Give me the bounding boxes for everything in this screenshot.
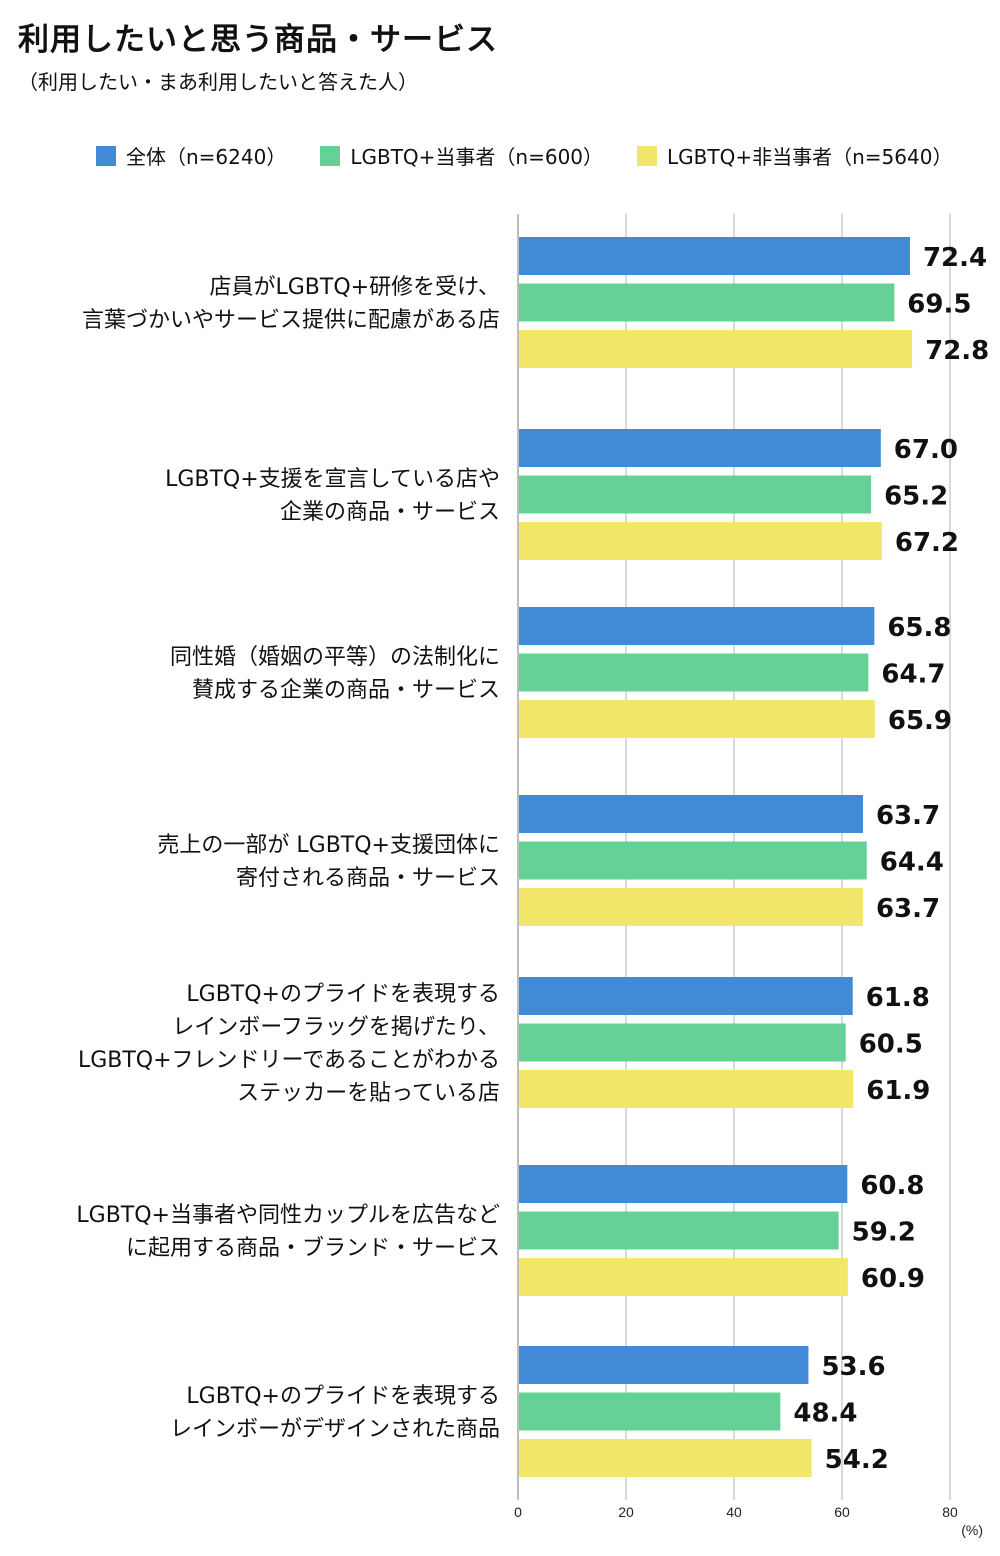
bar [519,330,913,368]
data-label: 61.8 [866,983,930,1013]
bar [519,237,910,275]
data-label: 69.5 [907,290,971,320]
bar [519,653,869,692]
data-label: 54.2 [825,1445,889,1475]
x-unit-label: (%) [961,1522,983,1538]
legend-label-all: 全体（n=6240） [126,145,287,169]
bar [519,1070,854,1108]
data-label: 61.9 [866,1076,930,1106]
data-label: 48.4 [793,1399,857,1429]
category-label: に起用する商品・ブランド・サービス [126,1236,500,1261]
data-label: 67.2 [895,528,959,558]
data-label: 72.4 [923,243,987,273]
legend-item-non-lgbtq: LGBTQ+非当事者（n=5640） [637,141,952,170]
legend-item-lgbtq: LGBTQ+当事者（n=600） [320,141,603,170]
legend-swatch-all [96,145,116,166]
data-label: 60.9 [861,1264,925,1294]
category-label: 企業の商品・サービス [280,500,500,525]
legend-label-lgbtq: LGBTQ+当事者（n=600） [350,145,604,169]
data-label: 64.4 [880,848,944,878]
x-tick-label: 20 [618,1504,634,1520]
bar [519,1023,846,1062]
legend-swatch-lgbtq [320,145,341,166]
bar [519,1346,809,1384]
category-label: 賛成する企業の商品・サービス [192,678,500,703]
x-tick-label: 0 [514,1504,522,1520]
data-label: 67.0 [894,435,958,465]
data-label: 63.7 [876,801,940,831]
data-label: 60.8 [860,1171,924,1201]
data-label: 59.2 [852,1218,916,1248]
category-label: 寄付される商品・サービス [236,866,500,891]
data-label: 64.7 [881,660,945,690]
bar [519,475,872,514]
bar [519,1258,848,1296]
bar [519,283,895,322]
x-tick-label: 40 [726,1504,742,1520]
legend-item-all: 全体（n=6240） [96,141,286,170]
x-tick-label: 80 [942,1504,958,1520]
chart-subtitle: （利用したい・まあ利用したいと答えた人） [18,70,418,94]
category-label: 言葉づかいやサービス提供に配慮がある店 [82,308,500,333]
bar [519,522,882,560]
data-label: 53.6 [821,1352,885,1382]
category-label: LGBTQ+フレンドリーであることがわかる [78,1048,500,1073]
bar [519,1165,848,1203]
category-label: ステッカーを貼っている店 [237,1081,500,1106]
x-tick-label: 60 [834,1504,850,1520]
data-label: 65.8 [887,613,951,643]
category-label: LGBTQ+支援を宣言している店や [165,467,500,492]
data-label: 65.2 [884,482,948,512]
bar [519,607,875,645]
data-label: 60.5 [859,1030,923,1060]
category-label: レインボーフラッグを掲げたり、 [172,1015,500,1040]
bar [519,700,875,738]
bar [519,888,863,926]
legend-swatch-non-lgbtq [637,145,658,166]
bar [519,429,881,467]
legend-label-non-lgbtq: LGBTQ+非当事者（n=5640） [667,145,953,169]
category-label: LGBTQ+のプライドを表現する [186,1384,500,1409]
bar [519,841,867,880]
legend: 全体（n=6240） LGBTQ+当事者（n=600） LGBTQ+非当事者（n… [96,141,952,170]
data-label: 63.7 [876,894,940,924]
bar [519,1211,839,1250]
bar [519,977,853,1015]
category-label: LGBTQ+当事者や同性カップルを広告など [76,1203,500,1228]
chart-title: 利用したいと思う商品・サービス [18,22,498,58]
category-label: 同性婚（婚姻の平等）の法制化に [170,645,500,670]
category-label: LGBTQ+のプライドを表現する [186,982,500,1007]
bar [519,1439,812,1477]
category-label: 売上の一部が LGBTQ+支援団体に [157,833,500,858]
data-label: 65.9 [888,706,952,736]
bar [519,1392,781,1431]
category-label: レインボーがデザインされた商品 [170,1417,500,1442]
category-label: 店員がLGBTQ+研修を受け、 [210,275,501,300]
data-label: 72.8 [925,336,989,366]
bar [519,795,863,833]
